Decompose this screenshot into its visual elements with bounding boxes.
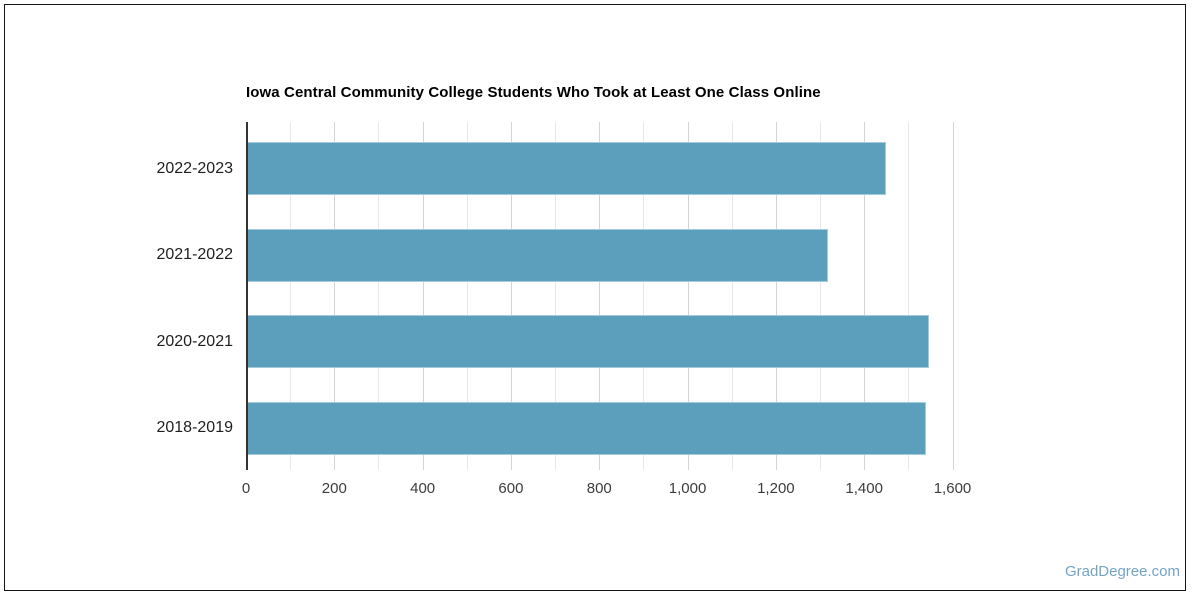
minor-gridline [290,122,292,470]
watermark-link[interactable]: GradDegree.com [1064,563,1180,580]
major-gridline [510,122,512,470]
minor-gridline [466,122,468,470]
x-axis-label-800: 800 [586,480,612,497]
x-axis-label-1400: 1,400 [845,480,883,497]
minor-gridline [731,122,733,470]
bar-2020-2021 [247,315,929,368]
minor-gridline [378,122,380,470]
major-gridline [952,122,954,470]
minor-gridline [908,122,910,470]
bar-2018-2019 [247,401,926,455]
major-gridline [864,122,866,470]
major-gridline [775,122,777,470]
x-axis-label-200: 200 [321,480,347,497]
x-axis-label-600: 600 [498,480,524,497]
bar-2021-2022 [247,228,829,282]
x-axis-label-0: 0 [241,480,251,497]
x-axis-label-1200: 1,200 [757,480,795,497]
minor-gridline [555,122,557,470]
y-axis-label-2022-2023: 2022-2023 [156,159,233,177]
x-axis-label-1600: 1,600 [933,480,972,497]
x-axis-label-400: 400 [410,480,436,497]
chart-frame-border [4,4,1186,591]
bar-2022-2023 [247,142,887,195]
y-axis-label-2018-2019: 2018-2019 [156,419,233,436]
major-gridline [422,122,424,470]
major-gridline [599,122,601,470]
major-gridline [334,122,336,470]
chart-title: Iowa Central Community College Students … [246,84,821,101]
y-axis-label-2020-2021: 2020-2021 [156,332,233,350]
plot-area [246,122,954,470]
y-axis-label-2021-2022: 2021-2022 [156,246,233,263]
minor-gridline [643,122,645,470]
major-gridline [687,122,689,470]
minor-gridline [820,122,822,470]
x-axis-label-1000: 1,000 [668,480,707,497]
y-axis-line [246,122,248,470]
